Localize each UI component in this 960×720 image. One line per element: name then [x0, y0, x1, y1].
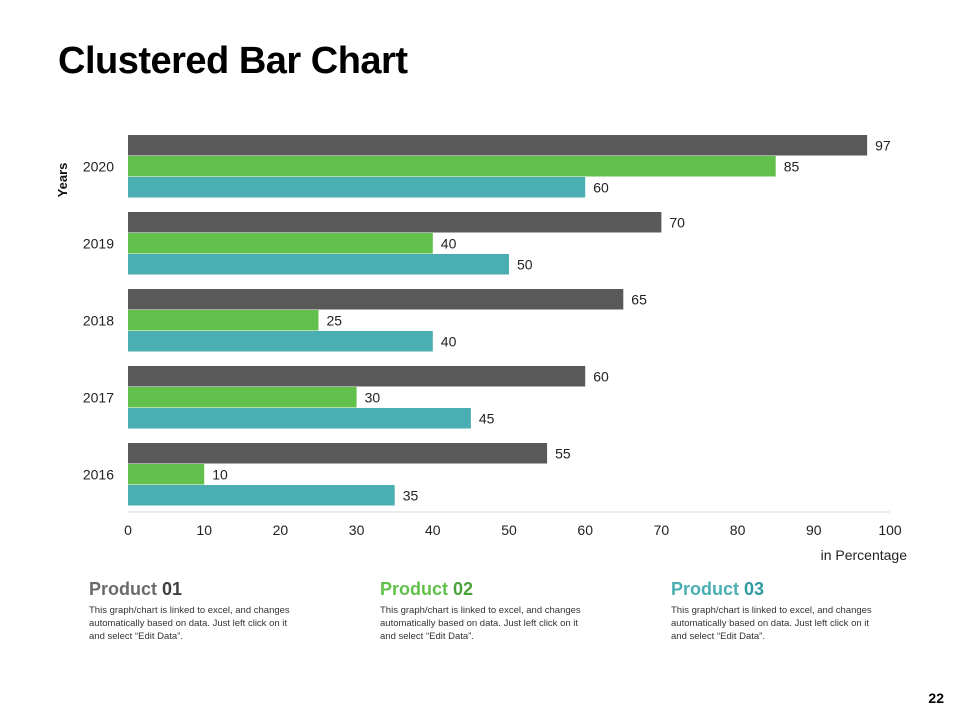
data-label-2018-series-2: 25 [327, 312, 343, 328]
bar-2019-series-2 [128, 233, 433, 254]
legend-description: This graph/chart is linked to excel, and… [380, 605, 581, 642]
bar-2018-series-2 [128, 310, 319, 331]
data-label-2019-series-3: 50 [517, 256, 533, 272]
bar-2016-series-1 [128, 443, 548, 464]
data-label-2017-series-3: 45 [479, 410, 495, 426]
page-number: 22 [928, 690, 944, 706]
legend-number: 02 [453, 579, 474, 599]
x-tick-label-30: 30 [349, 522, 365, 538]
y-axis-title: Years [55, 163, 70, 198]
bar-2020-series-2 [128, 156, 776, 177]
legend-label: Product [671, 579, 740, 599]
data-label-2020-series-3: 60 [593, 179, 609, 195]
legend-number: 03 [744, 579, 765, 599]
data-label-2019-series-2: 40 [441, 235, 457, 251]
legend-title-product-03: Product 03 [671, 578, 901, 600]
page-title: Clustered Bar Chart [58, 40, 408, 82]
legend-title-product-01: Product 01 [89, 578, 319, 600]
x-axis-title: in Percentage [821, 547, 908, 563]
x-tick-label-100: 100 [878, 522, 902, 538]
x-tick-label-40: 40 [425, 522, 441, 538]
bar-2017-series-2 [128, 387, 357, 408]
data-label-2016-series-2: 10 [212, 466, 228, 482]
x-tick-label-0: 0 [124, 522, 132, 538]
x-tick-label-80: 80 [730, 522, 746, 538]
bar-2018-series-3 [128, 331, 433, 352]
data-label-2018-series-3: 40 [441, 333, 457, 349]
y-tick-label-2016: 2016 [83, 466, 114, 482]
y-tick-label-2018: 2018 [83, 312, 114, 328]
y-tick-label-2017: 2017 [83, 389, 114, 405]
x-tick-label-50: 50 [501, 522, 517, 538]
data-label-2017-series-1: 60 [593, 368, 609, 384]
bar-2020-series-1 [128, 135, 868, 156]
legend-product-03: Product 03 This graph/chart is linked to… [671, 578, 901, 643]
bar-2016-series-3 [128, 485, 395, 506]
legend-description: This graph/chart is linked to excel, and… [671, 605, 872, 642]
x-tick-label-20: 20 [273, 522, 289, 538]
bar-2020-series-3 [128, 177, 586, 198]
legend-product-02: Product 02 This graph/chart is linked to… [380, 578, 610, 643]
data-label-2019-series-1: 70 [669, 214, 685, 230]
bar-2017-series-1 [128, 366, 586, 387]
data-label-2018-series-1: 65 [631, 291, 647, 307]
data-label-2016-series-1: 55 [555, 445, 571, 461]
legend-label: Product [380, 579, 449, 599]
data-label-2020-series-2: 85 [784, 158, 800, 174]
legend-number: 01 [162, 579, 183, 599]
x-tick-label-70: 70 [654, 522, 670, 538]
x-tick-label-90: 90 [806, 522, 822, 538]
legend-label: Product [89, 579, 158, 599]
x-tick-label-60: 60 [577, 522, 593, 538]
clustered-bar-chart: 97 85 60 2020 70 40 50 2019 65 25 40 2018 60 30 45 2017… [55, 135, 908, 563]
data-label-2017-series-2: 30 [365, 389, 381, 405]
bar-2019-series-3 [128, 254, 509, 275]
legend-description: This graph/chart is linked to excel, and… [89, 605, 290, 642]
y-tick-label-2020: 2020 [83, 158, 114, 174]
x-tick-label-10: 10 [196, 522, 212, 538]
y-tick-label-2019: 2019 [83, 235, 114, 251]
bar-2018-series-1 [128, 289, 624, 310]
bar-2017-series-3 [128, 408, 471, 429]
legend-title-product-02: Product 02 [380, 578, 610, 600]
legend-product-01: Product 01 This graph/chart is linked to… [89, 578, 319, 643]
data-label-2016-series-3: 35 [403, 487, 419, 503]
bar-2019-series-1 [128, 212, 662, 233]
data-label-2020-series-1: 97 [875, 137, 891, 153]
bar-2016-series-2 [128, 464, 205, 485]
